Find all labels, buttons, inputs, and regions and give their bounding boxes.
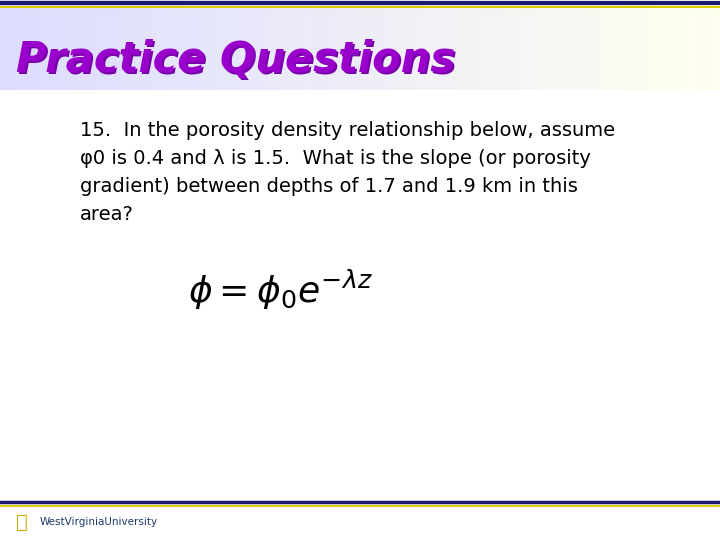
Bar <box>516 0 529 90</box>
Bar <box>708 0 720 90</box>
Bar <box>684 0 697 90</box>
Text: area?: area? <box>80 205 134 224</box>
Bar <box>84 0 97 90</box>
Bar <box>288 0 301 90</box>
Bar <box>168 0 181 90</box>
Bar <box>204 0 217 90</box>
Bar <box>180 0 193 90</box>
Bar <box>0 0 13 90</box>
Text: Ⓦ: Ⓦ <box>16 512 28 531</box>
Bar <box>324 0 337 90</box>
Bar <box>228 0 241 90</box>
Text: φ0 is 0.4 and λ is 1.5.  What is the slope (or porosity: φ0 is 0.4 and λ is 1.5. What is the slop… <box>80 148 591 167</box>
Bar <box>540 0 553 90</box>
Text: gradient) between depths of 1.7 and 1.9 km in this: gradient) between depths of 1.7 and 1.9 … <box>80 177 578 195</box>
Bar <box>612 0 625 90</box>
Bar <box>348 0 361 90</box>
Bar <box>636 0 649 90</box>
Bar <box>264 0 277 90</box>
Bar <box>384 0 397 90</box>
Bar <box>96 0 109 90</box>
Text: $\phi = \phi_0 e^{-\lambda z}$: $\phi = \phi_0 e^{-\lambda z}$ <box>188 268 372 312</box>
Bar <box>444 0 457 90</box>
Bar <box>696 0 709 90</box>
Bar <box>0 90 720 540</box>
Text: 15.  In the porosity density relationship below, assume: 15. In the porosity density relationship… <box>80 120 615 139</box>
Bar <box>432 0 445 90</box>
Bar <box>216 0 229 90</box>
Bar <box>360 0 373 90</box>
Bar <box>552 0 565 90</box>
Bar <box>420 0 433 90</box>
Bar <box>408 0 421 90</box>
Bar <box>144 0 157 90</box>
Bar <box>396 0 409 90</box>
Bar <box>564 0 577 90</box>
Bar <box>300 0 313 90</box>
Bar <box>72 0 85 90</box>
Bar <box>504 0 517 90</box>
Bar <box>132 0 145 90</box>
Bar <box>12 0 25 90</box>
Bar <box>192 0 205 90</box>
Bar <box>48 0 61 90</box>
Text: Practice Questions: Practice Questions <box>18 41 457 83</box>
Bar <box>480 0 493 90</box>
Bar <box>36 0 49 90</box>
Bar <box>672 0 685 90</box>
Bar <box>120 0 133 90</box>
Bar <box>648 0 661 90</box>
Bar <box>252 0 265 90</box>
Bar <box>372 0 385 90</box>
Bar <box>240 0 253 90</box>
Bar <box>276 0 289 90</box>
Text: WestVirginiaUniversity: WestVirginiaUniversity <box>40 517 158 527</box>
Text: Practice Questions: Practice Questions <box>16 39 455 81</box>
Bar <box>336 0 349 90</box>
Bar <box>468 0 481 90</box>
Bar <box>528 0 541 90</box>
Bar <box>156 0 169 90</box>
Bar <box>660 0 673 90</box>
Bar <box>576 0 589 90</box>
Bar <box>600 0 613 90</box>
Bar <box>456 0 469 90</box>
Bar <box>24 0 37 90</box>
Bar <box>60 0 73 90</box>
Bar <box>624 0 637 90</box>
Bar <box>492 0 505 90</box>
Bar <box>588 0 601 90</box>
Bar <box>312 0 325 90</box>
Bar <box>108 0 121 90</box>
